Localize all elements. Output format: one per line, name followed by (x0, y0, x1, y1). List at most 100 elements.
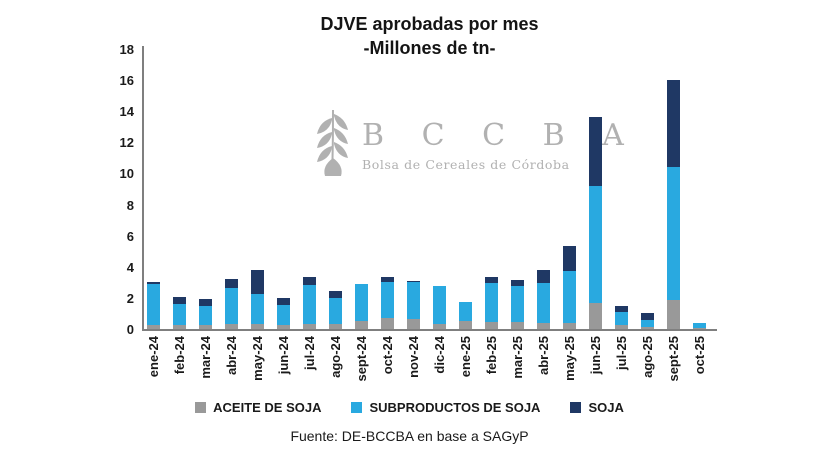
bar-segment-aceite-de-soja-oct-25 (693, 328, 706, 329)
bar-segment-subproductos-de-soja-dic-24 (433, 286, 446, 325)
x-axis-label-sept-25: sept-25 (665, 336, 681, 382)
watermark-subtitle: Bolsa de Cereales de Córdoba (362, 157, 570, 172)
x-axis-label-ene-24: ene-24 (145, 336, 161, 378)
bar-segment-subproductos-de-soja-ago-25 (641, 319, 654, 328)
x-axis-label-oct-24: oct-24 (379, 336, 395, 375)
bar-segment-aceite-de-soja-ene-25 (459, 321, 472, 329)
x-axis-label-ago-24: ago-24 (327, 336, 343, 378)
bar-segment-aceite-de-soja-sept-25 (667, 300, 680, 329)
x-axis-label-dic-24: dic-24 (431, 336, 447, 374)
x-axis-label-abr-25: abr-25 (535, 336, 551, 376)
bar-segment-subproductos-de-soja-nov-24 (407, 282, 420, 319)
bar-segment-aceite-de-soja-may-24 (251, 324, 264, 329)
bar-segment-subproductos-de-soja-ene-24 (147, 283, 160, 326)
chart-title-line1: DJVE aprobadas por mes (320, 14, 539, 34)
bar-segment-soja-feb-24 (173, 297, 186, 305)
bar-segment-subproductos-de-soja-may-24 (251, 294, 264, 325)
y-axis-label-10: 10 (119, 166, 134, 182)
chart-title: DJVE aprobadas por mes -Millones de tn- (143, 12, 716, 60)
y-axis-label-4: 4 (126, 259, 134, 275)
x-axis-label-may-24: may-24 (249, 336, 265, 381)
y-axis-label-0: 0 (126, 322, 134, 337)
bar-segment-subproductos-de-soja-ene-25 (459, 301, 472, 322)
bar-segment-soja-abr-24 (225, 279, 238, 288)
bar-segment-aceite-de-soja-jun-24 (277, 325, 290, 329)
x-axis-label-jul-24: jul-24 (301, 336, 317, 370)
bar-segment-soja-feb-25 (485, 276, 498, 284)
bar-segment-subproductos-de-soja-may-25 (563, 270, 576, 323)
watermark-text: B C C B A Bolsa de Cereales de Córdoba (362, 118, 638, 173)
bar-segment-aceite-de-soja-abr-25 (537, 322, 550, 329)
bar-segment-soja-abr-25 (537, 269, 550, 284)
y-axis-label-16: 16 (119, 73, 134, 89)
y-axis-label-14: 14 (119, 104, 134, 120)
x-axis-label-jun-25: jun-25 (587, 336, 603, 375)
bccba-watermark: B C C B A Bolsa de Cereales de Córdoba (312, 108, 638, 183)
legend-item-soja: SOJA (570, 400, 624, 415)
bar-segment-soja-jul-25 (615, 305, 628, 312)
legend-item-aceite-de-soja: ACEITE DE SOJA (195, 400, 321, 415)
bar-segment-subproductos-de-soja-feb-24 (173, 304, 186, 326)
x-axis-label-abr-24: abr-24 (223, 336, 239, 376)
bar-segment-aceite-de-soja-feb-24 (173, 325, 186, 329)
x-axis-label-ene-25: ene-25 (457, 336, 473, 378)
bar-segment-aceite-de-soja-abr-24 (225, 324, 238, 329)
bar-segment-soja-jun-24 (277, 297, 290, 305)
bar-segment-subproductos-de-soja-oct-24 (381, 281, 394, 319)
bar-segment-soja-mar-24 (199, 299, 212, 306)
bar-segment-soja-sept-25 (667, 80, 680, 168)
bar-segment-soja-mar-25 (511, 280, 524, 287)
bar-segment-subproductos-de-soja-jun-24 (277, 304, 290, 326)
bar-segment-aceite-de-soja-mar-25 (511, 322, 524, 329)
bar-segment-soja-may-25 (563, 245, 576, 271)
bar-segment-subproductos-de-soja-sept-24 (355, 283, 368, 322)
bar-segment-subproductos-de-soja-sept-25 (667, 167, 680, 301)
bar-segment-soja-nov-24 (407, 280, 420, 283)
bar-segment-subproductos-de-soja-feb-25 (485, 283, 498, 322)
legend-item-subproductos-de-soja: SUBPRODUCTOS DE SOJA (351, 400, 540, 415)
wheat-leaf-icon (312, 108, 354, 183)
bar-segment-soja-oct-24 (381, 276, 394, 282)
bar-segment-subproductos-de-soja-jul-24 (303, 285, 316, 325)
bar-segment-subproductos-de-soja-oct-25 (693, 322, 706, 329)
bar-segment-soja-ene-24 (147, 282, 160, 284)
bar-segment-aceite-de-soja-jul-25 (615, 325, 628, 329)
source-caption: Fuente: DE-BCCBA en base a SAGyP (290, 428, 529, 444)
bar-segment-aceite-de-soja-oct-24 (381, 318, 394, 329)
bar-segment-subproductos-de-soja-ago-24 (329, 297, 342, 325)
y-axis-label-6: 6 (126, 228, 134, 244)
legend-label: SOJA (588, 400, 624, 415)
bar-segment-subproductos-de-soja-jun-25 (589, 185, 602, 303)
chart-title-line2: -Millones de tn- (363, 38, 496, 58)
legend-label: ACEITE DE SOJA (213, 400, 322, 415)
legend-label: SUBPRODUCTOS DE SOJA (369, 400, 541, 415)
x-axis-label-jul-25: jul-25 (613, 336, 629, 370)
y-axis-label-18: 18 (119, 42, 134, 57)
x-axis-label-sept-24: sept-24 (353, 336, 369, 382)
bar-segment-subproductos-de-soja-mar-25 (511, 286, 524, 322)
legend-swatch-icon (570, 402, 582, 413)
bar-segment-aceite-de-soja-jul-24 (303, 324, 316, 329)
bar-segment-subproductos-de-soja-abr-24 (225, 287, 238, 325)
bar-segment-subproductos-de-soja-jul-25 (615, 311, 628, 326)
bar-segment-aceite-de-soja-jun-25 (589, 302, 602, 329)
bar-segment-subproductos-de-soja-mar-24 (199, 305, 212, 326)
bar-segment-aceite-de-soja-sept-24 (355, 321, 368, 329)
bar-segment-aceite-de-soja-mar-24 (199, 325, 212, 329)
bar-segment-aceite-de-soja-may-25 (563, 322, 576, 329)
bar-segment-soja-jul-24 (303, 276, 316, 286)
bar-segment-aceite-de-soja-ago-25 (641, 327, 654, 329)
bar-segment-aceite-de-soja-ago-24 (329, 324, 342, 329)
x-axis-label-oct-25: oct-25 (691, 336, 707, 375)
x-axis-label-mar-24: mar-24 (197, 336, 213, 379)
bar-segment-aceite-de-soja-ene-24 (147, 325, 160, 329)
x-axis-label-feb-24: feb-24 (171, 336, 187, 375)
x-axis-label-jun-24: jun-24 (275, 336, 291, 375)
x-axis-label-may-25: may-25 (561, 336, 577, 381)
watermark-acronym: B C C B A (362, 118, 638, 153)
y-axis-label-2: 2 (126, 290, 134, 306)
bar-segment-soja-may-24 (251, 269, 264, 294)
y-axis-line (142, 46, 144, 331)
bar-segment-subproductos-de-soja-abr-25 (537, 283, 550, 323)
